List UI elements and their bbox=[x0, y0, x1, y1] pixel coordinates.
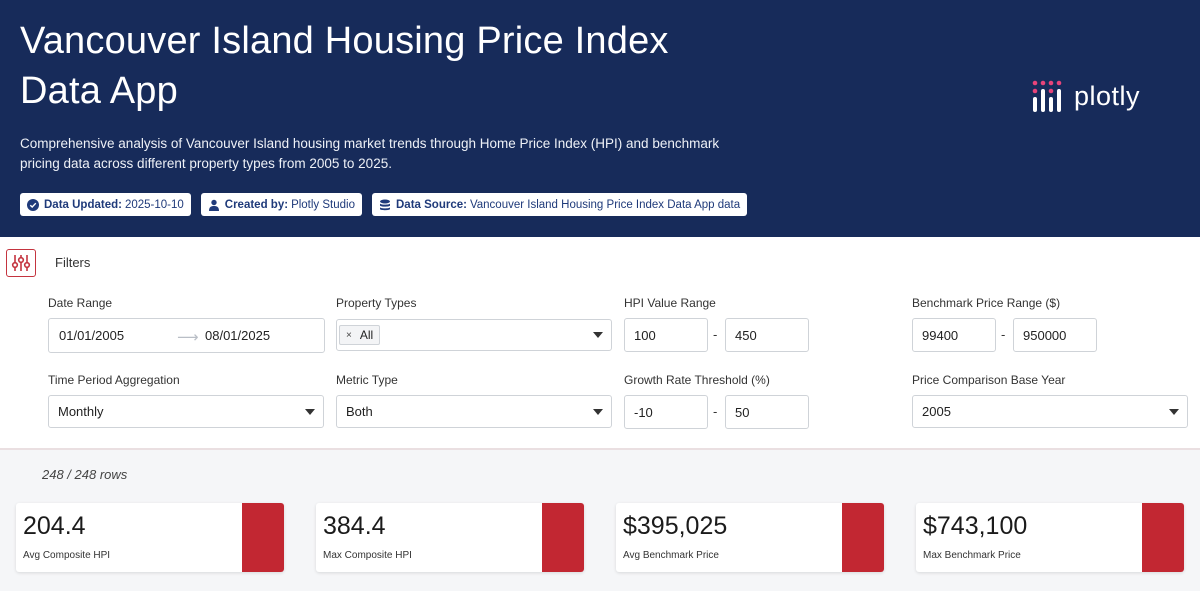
check-circle-icon bbox=[27, 198, 39, 211]
metric-type-value: Both bbox=[346, 404, 373, 419]
metric-type-label: Metric Type bbox=[336, 373, 398, 387]
database-icon bbox=[379, 199, 391, 211]
created-by-badge: Created by: Plotly Studio bbox=[200, 193, 362, 216]
growth-min-input[interactable]: -10 bbox=[624, 395, 708, 429]
badge-row: Data Updated: 2025-10-10 Created by: Plo… bbox=[20, 193, 748, 216]
filter-toggle-button[interactable] bbox=[6, 249, 36, 277]
badge-value: 2025-10-10 bbox=[124, 198, 184, 211]
page-title: Vancouver Island Housing Price Index Dat… bbox=[20, 20, 669, 112]
plotly-logo-text: plotly bbox=[1074, 80, 1141, 111]
chip-remove-icon[interactable]: × bbox=[346, 329, 352, 341]
kpi-accent-bar bbox=[1142, 503, 1184, 572]
app-header: Vancouver Island Housing Price Index Dat… bbox=[0, 0, 1200, 237]
rows-count: 248 / 248 rows bbox=[42, 467, 128, 482]
kpi-value: 384.4 bbox=[323, 512, 386, 540]
user-icon bbox=[208, 199, 220, 211]
aggregation-label: Time Period Aggregation bbox=[48, 373, 180, 387]
date-start-input[interactable]: 01/01/2005 bbox=[59, 328, 125, 343]
kpi-card-max-composite-hpi: 384.4 Max Composite HPI bbox=[316, 503, 584, 572]
badge-key: Data Source: bbox=[396, 198, 467, 211]
range-separator: - bbox=[1001, 327, 1006, 342]
kpi-accent-bar bbox=[842, 503, 884, 572]
benchmark-range-label: Benchmark Price Range ($) bbox=[912, 296, 1061, 310]
base-year-label: Price Comparison Base Year bbox=[912, 373, 1066, 387]
plotly-logo-icon bbox=[1032, 80, 1062, 112]
base-year-select[interactable]: 2005 bbox=[912, 395, 1188, 428]
chevron-down-icon[interactable] bbox=[305, 408, 315, 415]
kpi-accent-bar bbox=[542, 503, 584, 572]
aggregation-value: Monthly bbox=[58, 404, 104, 419]
date-range-picker[interactable]: 01/01/2005 ⟶ 08/01/2025 bbox=[48, 318, 325, 353]
benchmark-min-input[interactable]: 99400 bbox=[912, 318, 996, 352]
badge-key: Created by: bbox=[224, 198, 289, 211]
date-end-input[interactable]: 08/01/2025 bbox=[205, 328, 271, 343]
sliders-icon bbox=[11, 255, 31, 271]
benchmark-max-input[interactable]: 950000 bbox=[1013, 318, 1097, 352]
range-separator: - bbox=[713, 404, 718, 419]
kpi-label: Max Benchmark Price bbox=[923, 550, 1021, 561]
arrow-right-icon: ⟶ bbox=[177, 329, 199, 346]
data-source-badge: Data Source: Vancouver Island Housing Pr… bbox=[372, 193, 748, 216]
kpi-card-avg-composite-hpi: 204.4 Avg Composite HPI bbox=[16, 503, 284, 572]
kpi-value: $743,100 bbox=[923, 512, 1028, 540]
base-year-value: 2005 bbox=[922, 404, 951, 419]
filters-panel: Filters Date Range 01/01/2005 ⟶ 08/01/20… bbox=[0, 237, 1200, 450]
property-type-chip: × All bbox=[339, 325, 381, 345]
kpi-value: $395,025 bbox=[623, 512, 728, 540]
kpi-label: Max Composite HPI bbox=[323, 550, 412, 561]
chevron-down-icon[interactable] bbox=[593, 332, 603, 338]
chip-label: All bbox=[359, 328, 374, 342]
aggregation-select[interactable]: Monthly bbox=[48, 395, 324, 428]
property-types-label: Property Types bbox=[336, 296, 417, 310]
hpi-range-label: HPI Value Range bbox=[624, 296, 716, 310]
kpi-card-max-benchmark-price: $743,100 Max Benchmark Price bbox=[916, 503, 1184, 572]
page-subtitle: Comprehensive analysis of Vancouver Isla… bbox=[20, 136, 720, 171]
property-types-select[interactable]: × All bbox=[336, 319, 612, 351]
growth-max-input[interactable]: 50 bbox=[725, 395, 809, 429]
kpi-accent-bar bbox=[242, 503, 284, 572]
badge-key: Data Updated: bbox=[44, 198, 122, 211]
plotly-logo: plotly bbox=[1030, 78, 1140, 114]
filters-title: Filters bbox=[55, 255, 91, 270]
kpi-label: Avg Composite HPI bbox=[23, 550, 111, 561]
kpi-label: Avg Benchmark Price bbox=[623, 550, 719, 561]
metric-type-select[interactable]: Both bbox=[336, 395, 612, 428]
data-updated-badge: Data Updated: 2025-10-10 bbox=[20, 193, 191, 216]
badge-value: Plotly Studio bbox=[291, 198, 355, 211]
badge-value: Vancouver Island Housing Price Index Dat… bbox=[469, 198, 741, 211]
hpi-max-input[interactable]: 450 bbox=[725, 318, 809, 352]
date-range-label: Date Range bbox=[48, 296, 113, 310]
hpi-min-input[interactable]: 100 bbox=[624, 318, 708, 352]
kpi-value: 204.4 bbox=[23, 512, 86, 540]
chevron-down-icon[interactable] bbox=[1169, 408, 1179, 415]
growth-threshold-label: Growth Rate Threshold (%) bbox=[624, 373, 770, 387]
chevron-down-icon[interactable] bbox=[593, 408, 603, 415]
range-separator: - bbox=[713, 327, 718, 342]
kpi-card-avg-benchmark-price: $395,025 Avg Benchmark Price bbox=[616, 503, 884, 572]
